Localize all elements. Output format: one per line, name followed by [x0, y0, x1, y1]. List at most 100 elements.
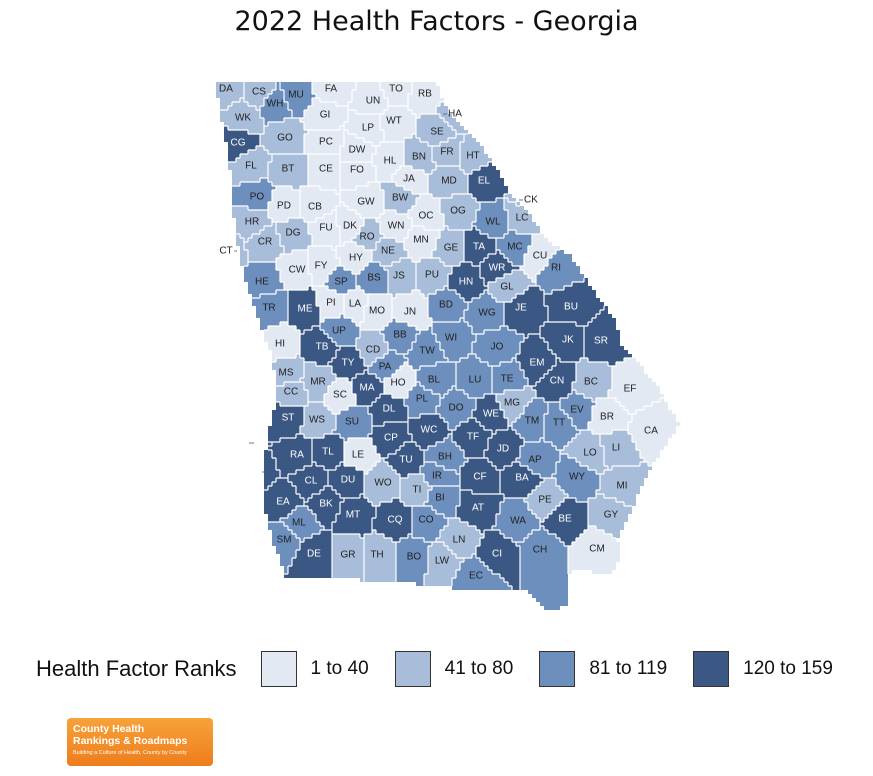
- county-label-lp: LP: [362, 123, 375, 134]
- legend-swatch-3: [539, 651, 576, 687]
- county-wn: [376, 210, 412, 242]
- county-br: [588, 398, 632, 434]
- county-lu: [456, 354, 492, 398]
- county-label-to: TO: [389, 84, 403, 95]
- county-bh: [424, 434, 468, 474]
- county-label-bu: BU: [564, 302, 578, 313]
- county-shape-tf: [452, 418, 492, 458]
- county-tw: [404, 326, 448, 370]
- county-label-wk: WK: [235, 113, 251, 124]
- county-cp: [368, 422, 412, 458]
- county-shape-ws: [300, 402, 336, 438]
- county-label-st: ST: [282, 413, 295, 424]
- county-label-js: JS: [393, 271, 405, 282]
- county-shape-ci: [476, 530, 520, 590]
- county-bo: [396, 534, 432, 586]
- county-label-cm: CM: [589, 544, 605, 555]
- county-shape-un: [348, 82, 388, 114]
- county-shape-dg: [276, 218, 312, 254]
- county-shape-me: [288, 286, 320, 334]
- county-label-wh: WH: [267, 99, 284, 110]
- county-label-mo: MO: [369, 306, 385, 317]
- county-un: [348, 82, 388, 114]
- county-su: [332, 406, 372, 442]
- county-ct: [236, 234, 248, 266]
- county-label-bc: BC: [584, 377, 598, 388]
- county-dg: [276, 218, 312, 254]
- county-label-ro: RO: [360, 232, 375, 243]
- county-shape-mt: [332, 494, 376, 538]
- county-label-ea: EA: [276, 497, 290, 508]
- county-pl: [404, 382, 440, 418]
- county-shape-og: [440, 194, 480, 230]
- county-label-ja: JA: [403, 174, 415, 185]
- county-shape-co: [412, 506, 448, 542]
- county-shape-bd: [428, 286, 468, 322]
- county-label-bn: BN: [412, 152, 426, 163]
- county-ha: [436, 102, 468, 134]
- legend-item-1: 1 to 40: [260, 651, 381, 687]
- county-me: [288, 286, 320, 334]
- county-le: [344, 438, 380, 474]
- county-label-tl: TL: [322, 447, 334, 458]
- county-label-cs: CS: [252, 87, 266, 98]
- county-te: [492, 358, 528, 394]
- county-shape-dk: [336, 202, 364, 246]
- county-shape-ef: [608, 358, 664, 414]
- county-label-wc: WC: [421, 425, 438, 436]
- county-label-oc: OC: [419, 211, 434, 222]
- county-label-cu: CU: [533, 251, 547, 262]
- county-js: [384, 258, 416, 298]
- county-mg: [496, 386, 536, 426]
- legend-label-3: 81 to 119: [589, 658, 668, 679]
- county-label-gi: GI: [320, 110, 331, 121]
- county-shape-ce: [308, 154, 340, 194]
- county-label-cr: CR: [258, 237, 272, 248]
- county-label-tm: TM: [525, 416, 539, 427]
- county-shape-cd: [356, 330, 388, 366]
- county-label-po: PO: [250, 192, 265, 203]
- county-label-ta: TA: [473, 242, 485, 253]
- county-label-ma: MA: [360, 383, 375, 394]
- county-shape-dw: [340, 130, 376, 162]
- county-shape-lc: [504, 198, 540, 234]
- county-bb: [380, 318, 420, 354]
- county-shape-br: [588, 398, 632, 434]
- county-label-tt: TT: [553, 418, 565, 429]
- county-shape-ea: [264, 478, 304, 522]
- county-shape-st: [268, 402, 304, 442]
- county-shape-ms: [272, 354, 304, 386]
- county-shape-wc: [408, 414, 452, 450]
- county-label-ge: GE: [444, 243, 459, 254]
- county-layer: [216, 82, 680, 610]
- county-shape-cq: [372, 498, 412, 542]
- county-ms: [272, 354, 304, 386]
- county-label-ct: CT: [219, 246, 232, 257]
- county-shape-jd: [484, 426, 524, 470]
- county-shape-cm: [568, 526, 620, 574]
- county-da: [216, 82, 244, 110]
- county-label-cf: CF: [473, 472, 486, 483]
- county-shape-jn: [392, 290, 432, 330]
- county-label-lc: LC: [516, 213, 529, 224]
- county-fl: [228, 146, 272, 186]
- county-de: [284, 530, 332, 578]
- county-shape-rb: [408, 82, 444, 118]
- county-label-te: TE: [501, 374, 514, 385]
- county-label-tr: TR: [262, 303, 275, 314]
- county-shape-cs: [244, 82, 276, 110]
- county-shape-tl: [312, 434, 344, 470]
- county-shape-mg: [496, 386, 536, 426]
- county-label-fl: FL: [245, 161, 257, 172]
- county-label-hl: HL: [384, 156, 397, 167]
- county-shape-tt: [544, 402, 580, 450]
- county-label-rb: RB: [418, 89, 432, 100]
- county-label-sc: SC: [333, 390, 347, 401]
- county-label-bw: BW: [392, 193, 409, 204]
- county-label-bo: BO: [407, 552, 422, 563]
- county-label-li: LI: [612, 443, 620, 454]
- county-label-og: OG: [450, 206, 466, 217]
- county-shape-du: [328, 462, 364, 498]
- county-shape-wi: [432, 318, 476, 362]
- county-label-ha: HA: [448, 109, 462, 120]
